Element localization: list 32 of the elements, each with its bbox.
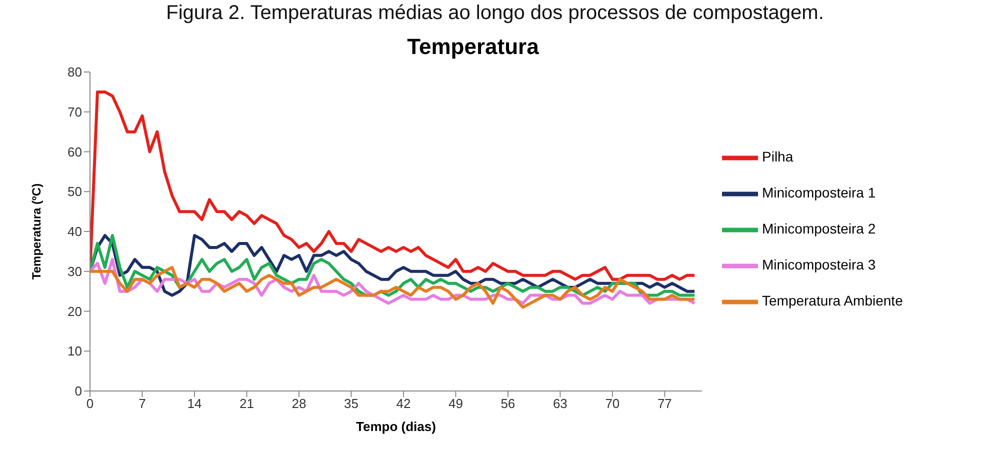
legend-label: Temperatura Ambiente: [762, 292, 903, 308]
legend-label: Minicomposteira 1: [762, 184, 876, 200]
x-tick-label: 0: [86, 396, 94, 412]
x-tick-label: 14: [187, 396, 202, 412]
x-tick-label: 7: [138, 396, 146, 412]
x-tick-label: 35: [344, 396, 358, 412]
legend-label: Pilha: [762, 148, 794, 164]
y-axis-title: Temperatura (ºC): [29, 183, 44, 280]
x-tick-label: 49: [448, 396, 463, 412]
legend-label: Minicomposteira 2: [762, 220, 876, 236]
y-tick-label: 20: [68, 304, 82, 319]
text: Figura 2. Temperaturas médias ao longo dos processos de compostagem.: [165, 2, 825, 25]
line-series: [90, 90, 696, 281]
x-tick-label: 28: [292, 396, 306, 412]
x-tick-label: 63: [552, 396, 568, 412]
x-tick-label: 21: [239, 396, 254, 412]
y-tick-label: 70: [68, 104, 82, 120]
x-tick-label: 42: [396, 396, 411, 412]
y-tick-label: 50: [68, 184, 82, 200]
x-axis-title: Tempo (dias): [356, 419, 436, 434]
x-tick-label: 70: [605, 396, 620, 412]
y-tick-label: 60: [68, 144, 82, 160]
legend-label: Minicomposteira 3: [762, 256, 876, 272]
x-tick-label: 77: [657, 396, 672, 412]
y-tick-label: 40: [68, 224, 82, 240]
y-tick-label: 10: [68, 344, 82, 359]
chart-title: Temperatura: [406, 34, 540, 60]
y-tick-label: 0: [74, 384, 82, 399]
y-tick-label: 80: [68, 64, 82, 80]
y-tick-label: 30: [68, 264, 82, 279]
line-series: [90, 266, 696, 309]
x-tick-label: 56: [500, 396, 516, 412]
